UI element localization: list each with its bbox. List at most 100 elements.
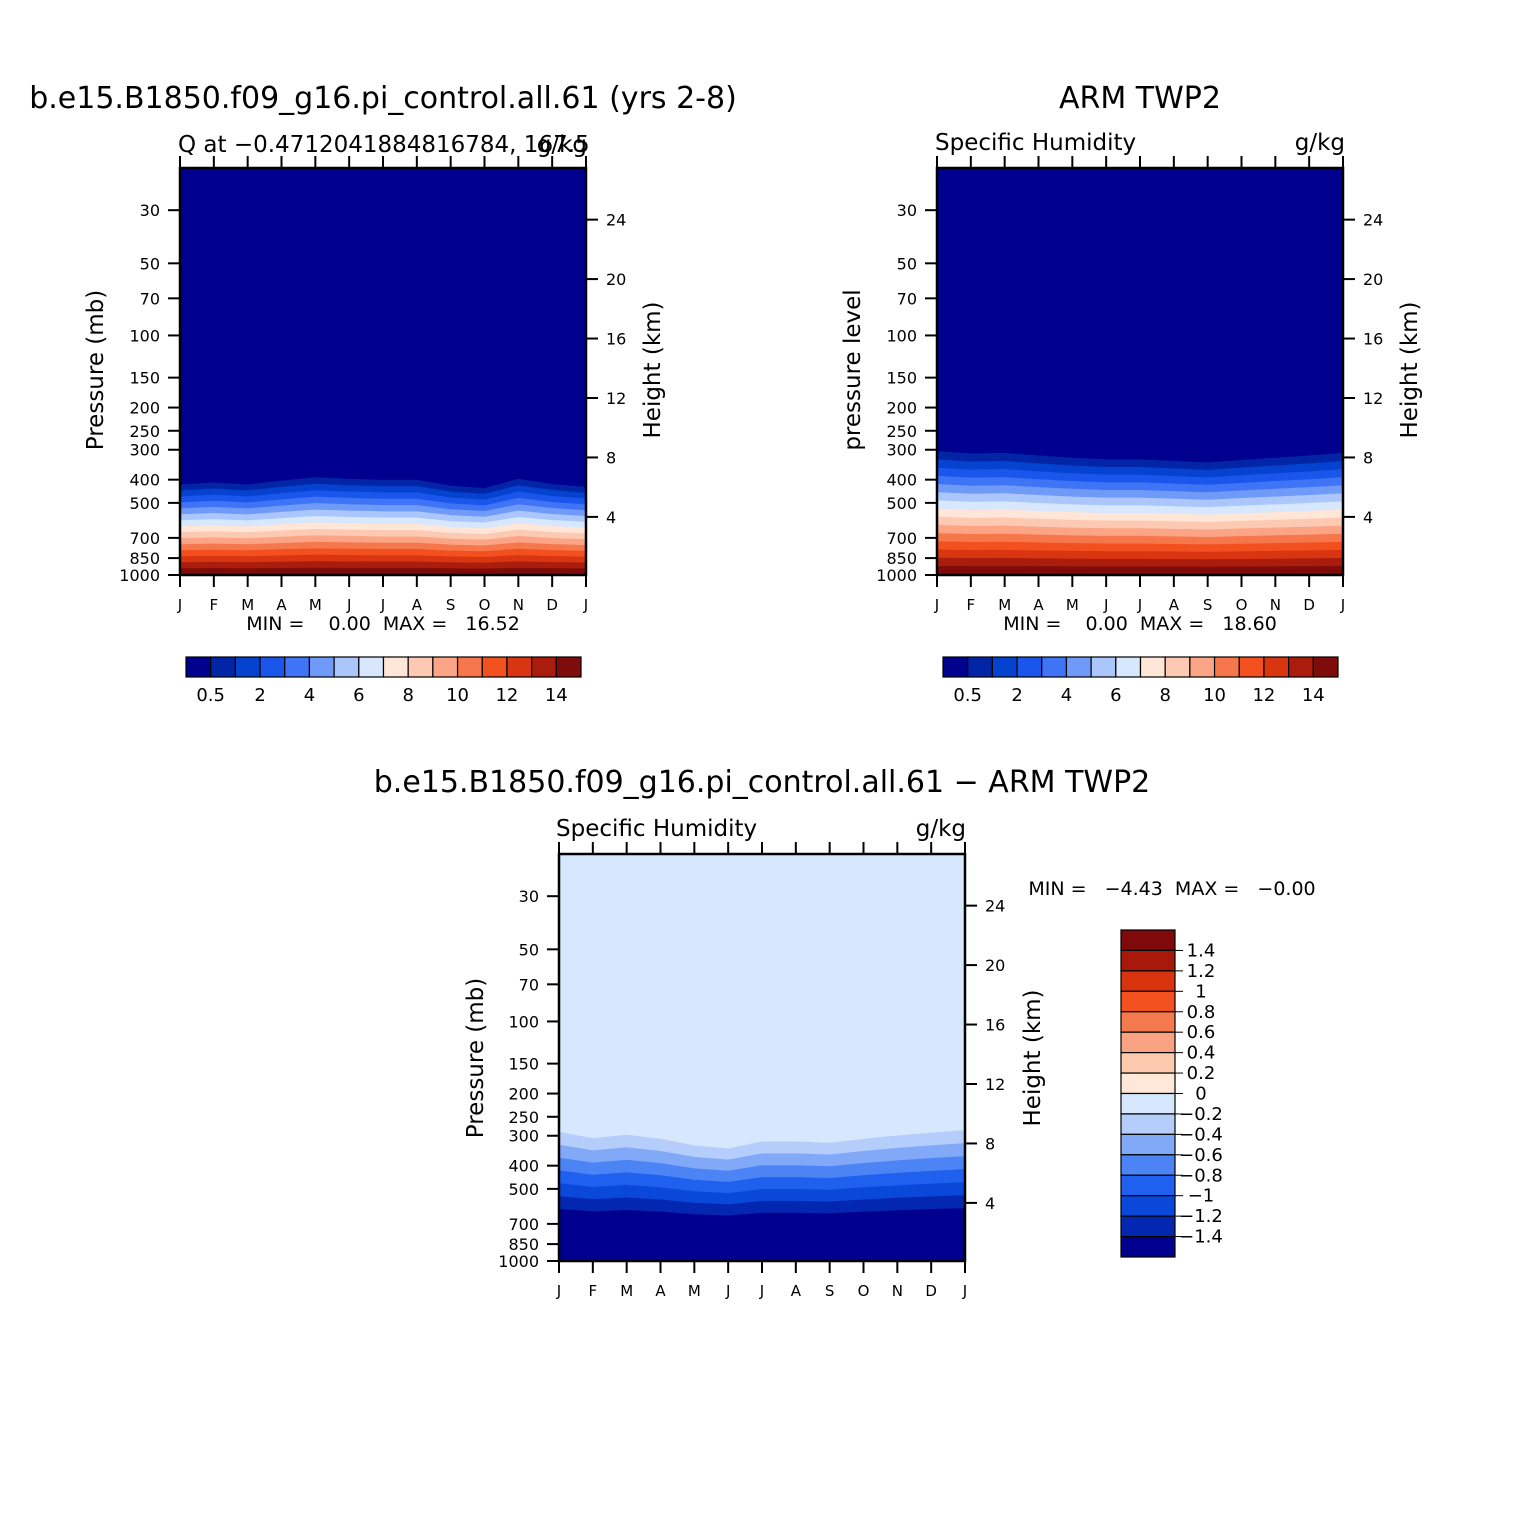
x-tick-label: N xyxy=(1270,596,1281,614)
colorbar-label: 4 xyxy=(1061,685,1072,706)
colorbar-box xyxy=(1120,1113,1176,1135)
x-tick-label: F xyxy=(967,596,976,614)
colorbar-label: 0.8 xyxy=(1187,1002,1216,1023)
colorbar-label: 1.2 xyxy=(1187,961,1216,982)
colorbar-box xyxy=(1120,1235,1176,1258)
colorbar-box xyxy=(1120,1092,1176,1115)
y-axis-right-label: Height (km) xyxy=(640,301,666,438)
y-tick-label: 250 xyxy=(508,1108,539,1127)
x-tick-label: F xyxy=(589,1282,598,1300)
y-tick-label: 850 xyxy=(508,1235,539,1254)
y-tick-label: 400 xyxy=(129,471,160,490)
y-tick-label: 1000 xyxy=(119,566,160,585)
y-tick-label: 300 xyxy=(129,441,160,460)
colorbar-label: 0.6 xyxy=(1187,1022,1216,1043)
x-tick-label: D xyxy=(925,1282,937,1300)
y-tick-label: 500 xyxy=(508,1180,539,1199)
colorbar-label: 0.4 xyxy=(1187,1043,1216,1064)
colorbar-box xyxy=(456,656,483,678)
x-tick-label: J xyxy=(346,596,351,614)
y-tick-label: 200 xyxy=(129,399,160,418)
colorbar-box xyxy=(1139,656,1166,678)
colorbar-box xyxy=(481,656,508,678)
y-tick-right-label: 8 xyxy=(985,1134,995,1153)
y-tick-label: 700 xyxy=(508,1215,539,1234)
x-tick-label: O xyxy=(479,596,491,614)
colorbar-label: 0.5 xyxy=(196,685,225,706)
colorbar-box xyxy=(1090,656,1117,678)
x-tick-label: A xyxy=(791,1282,802,1300)
x-tick-label: A xyxy=(1033,596,1044,614)
x-tick-label: J xyxy=(962,1282,967,1300)
colorbar-box xyxy=(1120,1031,1176,1054)
colorbar-box xyxy=(1238,656,1265,678)
colorbar: 0.5 2 4 6 8 10 12 14 xyxy=(942,656,1339,706)
x-tick-label: M xyxy=(309,596,322,614)
y-tick-label: 30 xyxy=(897,201,917,220)
colorbar-box xyxy=(1120,929,1176,952)
y-tick-label: 400 xyxy=(508,1157,539,1176)
colorbar-box xyxy=(967,656,993,678)
colorbar-label: 4 xyxy=(304,685,315,706)
y-tick-right-label: 12 xyxy=(985,1075,1005,1094)
colorbar-box xyxy=(1115,656,1142,678)
x-tick-label: A xyxy=(655,1282,666,1300)
y-tick-label: 200 xyxy=(886,399,917,418)
y-tick-label: 700 xyxy=(129,529,160,548)
y-tick-label: 150 xyxy=(886,369,917,388)
x-tick-label: J xyxy=(583,596,588,614)
y-tick-right-label: 16 xyxy=(1363,330,1383,349)
y-tick-label: 30 xyxy=(140,201,160,220)
colorbar: 1.41.210.80.60.40.20−0.2−0.4−0.6−0.8−1−1… xyxy=(1120,929,1223,1258)
y-tick-label: 1000 xyxy=(876,566,917,585)
panel-title: b.e15.B1850.f09_g16.pi_control.all.61 (y… xyxy=(29,81,737,116)
colorbar-label: −0.2 xyxy=(1179,1104,1223,1125)
y-tick-right-label: 20 xyxy=(606,270,626,289)
y-tick-label: 50 xyxy=(897,254,917,273)
colorbar-label: −0.6 xyxy=(1179,1145,1223,1166)
y-tick-label: 150 xyxy=(129,369,160,388)
colorbar-box xyxy=(1288,656,1314,678)
y-axis-right-label: Height (km) xyxy=(1397,301,1423,438)
x-tick-label: J xyxy=(177,596,182,614)
colorbar-box xyxy=(1041,656,1068,678)
heatmap-plot xyxy=(558,854,966,1261)
panel-title: ARM TWP2 xyxy=(1059,81,1221,116)
y-tick-right-label: 24 xyxy=(606,211,626,230)
colorbar-box xyxy=(234,656,261,678)
colorbar-box xyxy=(284,656,311,678)
colorbar-label: 8 xyxy=(1159,685,1170,706)
x-tick-label: O xyxy=(1236,596,1248,614)
colorbar-box xyxy=(1263,656,1290,678)
y-tick-label: 200 xyxy=(508,1085,539,1104)
panel-title: b.e15.B1850.f09_g16.pi_control.all.61 − … xyxy=(374,765,1151,800)
y-tick-label: 150 xyxy=(508,1055,539,1074)
y-tick-right-label: 20 xyxy=(985,956,1005,975)
colorbar-box xyxy=(942,656,969,678)
colorbar-label: 6 xyxy=(353,685,364,706)
heatmap-plot xyxy=(179,168,587,575)
x-tick-label: M xyxy=(998,596,1011,614)
x-tick-label: J xyxy=(1103,596,1108,614)
x-tick-label: A xyxy=(412,596,423,614)
colorbar-box xyxy=(1065,656,1092,678)
units-label: g/kg xyxy=(1295,130,1345,156)
colorbar-box xyxy=(358,656,385,678)
y-tick-label: 50 xyxy=(140,254,160,273)
x-tick-label: A xyxy=(276,596,287,614)
x-tick-label: N xyxy=(513,596,524,614)
colorbar-box xyxy=(1120,1215,1176,1238)
panel-observation: ARM TWP2 Specific Humidity g/kg pressure… xyxy=(840,81,1423,706)
y-tick-right-label: 4 xyxy=(1363,508,1373,527)
colorbar-label: 2 xyxy=(254,685,265,706)
x-tick-label: S xyxy=(446,596,456,614)
colorbar-label: 6 xyxy=(1110,685,1121,706)
colorbar-box xyxy=(1120,990,1176,1013)
left-label: Specific Humidity xyxy=(556,816,757,842)
contour-band xyxy=(558,1247,966,1261)
x-tick-label: M xyxy=(620,1282,633,1300)
y-tick-right-label: 4 xyxy=(985,1194,995,1213)
x-tick-label: N xyxy=(892,1282,903,1300)
y-tick-right-label: 8 xyxy=(606,448,616,467)
